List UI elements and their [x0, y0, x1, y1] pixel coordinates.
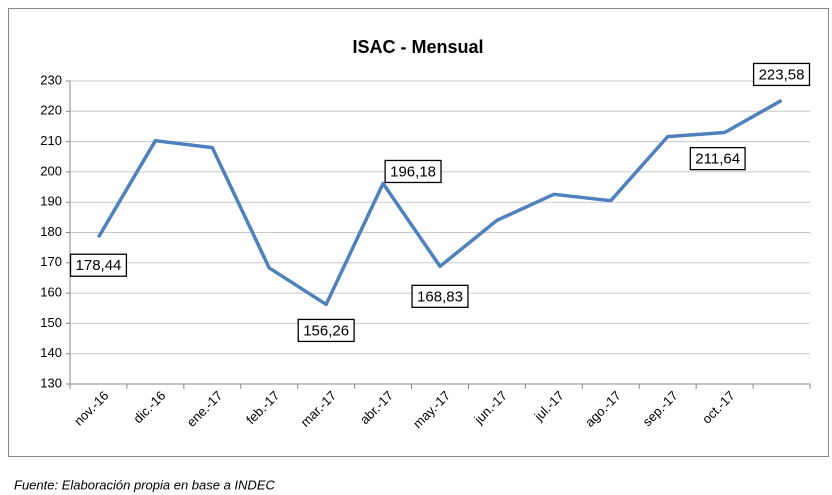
y-tick-label: 210 — [40, 133, 62, 148]
y-tick-label: 140 — [40, 345, 62, 360]
y-tick-label: 130 — [40, 375, 62, 390]
data-label-text: 223,58 — [759, 66, 805, 83]
y-tick-label: 190 — [40, 194, 62, 209]
y-tick-label: 230 — [40, 72, 62, 87]
y-tick-label: 200 — [40, 163, 62, 178]
data-label-text: 156,26 — [303, 322, 349, 339]
chart-title: ISAC - Mensual — [352, 37, 483, 57]
source-note: Fuente: Elaboración propia en base a IND… — [14, 477, 275, 492]
data-label: 178,44 — [69, 253, 128, 277]
y-tick-label: 180 — [40, 224, 62, 239]
data-label: 156,26 — [297, 318, 355, 343]
data-label-box — [384, 159, 442, 184]
data-label-box — [297, 318, 355, 343]
data-label: 196,18 — [384, 159, 442, 184]
data-label: 211,64 — [689, 146, 746, 171]
data-label: 168,83 — [411, 284, 469, 308]
data-label-text: 168,83 — [417, 288, 463, 305]
data-label-text: 196,18 — [390, 163, 436, 180]
data-label-box — [752, 62, 811, 87]
y-tick-label: 160 — [40, 285, 62, 300]
y-tick-label: 220 — [40, 103, 62, 118]
data-label-text: 178,44 — [76, 257, 122, 274]
y-tick-label: 170 — [40, 254, 62, 269]
line-series — [96, 98, 783, 307]
data-label-text: 211,64 — [695, 151, 740, 168]
data-label-box — [411, 284, 469, 308]
data-label: 223,58 — [752, 62, 811, 87]
y-tick-label: 150 — [40, 315, 62, 330]
data-label-box — [69, 253, 128, 277]
data-label-box — [689, 146, 746, 171]
